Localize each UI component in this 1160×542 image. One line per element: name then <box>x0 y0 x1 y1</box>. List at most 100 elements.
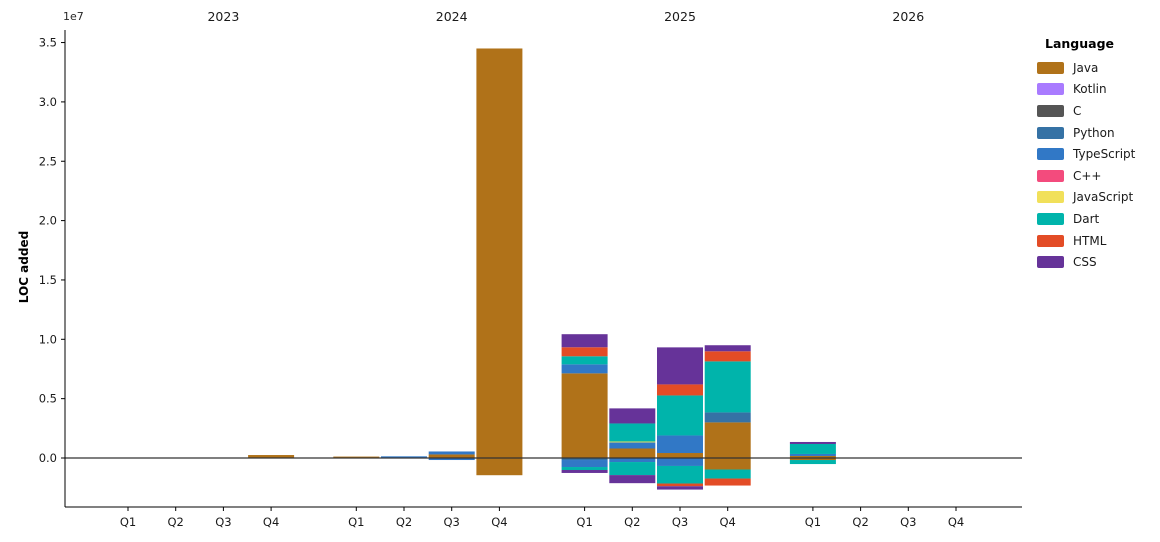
legend-label: Dart <box>1073 211 1100 226</box>
bar-segment-2025-Q4-java <box>704 458 751 470</box>
legend-item-python: Python <box>1037 122 1157 144</box>
x-tick-label-2026-q1: Q1 <box>805 515 821 529</box>
x-tick-label-2024-q4: Q4 <box>491 515 507 529</box>
legend-swatch-icon <box>1037 234 1064 247</box>
legend-swatch-icon <box>1037 61 1064 74</box>
bar-segment-2025-Q1-java <box>561 373 608 458</box>
bar-segment-2025-Q3-dart <box>657 395 703 436</box>
legend-swatch-icon <box>1037 126 1064 139</box>
legend-label: C++ <box>1073 168 1102 183</box>
bar-segment-2025-Q2-typescript <box>609 442 656 449</box>
bar-segment-2026-Q1-dart <box>789 460 836 465</box>
legend-title: Language <box>1045 36 1115 51</box>
bar-segment-2025-Q2-javascript <box>609 441 656 443</box>
legend-item-typescript: TypeScript <box>1037 143 1157 165</box>
bar-segment-2025-Q3-typescript <box>657 435 703 454</box>
bar-segment-2025-Q3-html <box>657 384 703 396</box>
x-tick-label-2024-q1: Q1 <box>348 515 364 529</box>
bar-segment-2026-Q1-java <box>789 455 836 458</box>
legend-swatch-icon <box>1037 83 1064 96</box>
bar-segment-2024-Q3-java <box>428 454 475 458</box>
bar-segment-2025-Q2-dart <box>609 462 656 476</box>
x-tick-label-2025-q3: Q3 <box>672 515 688 529</box>
bar-segment-2025-Q4-python <box>704 412 751 423</box>
bar-segment-2025-Q1-dart <box>561 356 608 365</box>
x-tick-label-2026-q2: Q2 <box>852 515 868 529</box>
bar-segment-2024-Q3-typescript <box>428 451 475 455</box>
y-tick-label: 1.5 <box>39 273 57 287</box>
legend-item-css: CSS <box>1037 251 1157 273</box>
bar-segment-2024-Q1-java <box>333 456 380 458</box>
legend-item-dart: Dart <box>1037 208 1157 230</box>
bar-segment-2025-Q2-css <box>609 475 656 484</box>
legend-swatch-icon <box>1037 148 1064 161</box>
legend-item-c: C <box>1037 100 1157 122</box>
bar-segment-2025-Q1-dart <box>561 467 608 470</box>
bar-segment-2026-Q1-css <box>789 441 836 444</box>
bar-segment-2026-Q1-typescript <box>789 453 836 456</box>
year-group-label-2024: 2024 <box>436 9 468 24</box>
bar-segment-2024-Q4-java <box>476 48 523 459</box>
x-tick-label-2024-q2: Q2 <box>396 515 412 529</box>
bar-segment-2025-Q1-css <box>561 469 608 473</box>
y-axis-title: LOC added <box>17 230 31 304</box>
bar-segment-2025-Q1-html <box>561 347 608 357</box>
bar-segment-2026-Q1-dart <box>789 443 836 454</box>
x-tick-label-2023-q2: Q2 <box>168 515 184 529</box>
legend-swatch-icon <box>1037 212 1064 225</box>
bar-segment-2025-Q2-dart <box>609 423 656 442</box>
bar-segment-2025-Q4-java <box>704 422 751 458</box>
x-tick-label-2023-q3: Q3 <box>215 515 231 529</box>
y-axis-offset-text: 1e7 <box>63 10 84 23</box>
x-tick-label-2026-q4: Q4 <box>948 515 964 529</box>
bar-segment-2025-Q1-typescript <box>561 460 608 468</box>
x-tick-label-2026-q3: Q3 <box>900 515 916 529</box>
legend-label: Java <box>1073 60 1099 75</box>
bar-segment-2025-Q3-dart <box>657 465 703 484</box>
year-group-label-2023: 2023 <box>207 9 239 24</box>
y-tick-label: 3.0 <box>39 95 57 109</box>
bar-segment-2025-Q3-java <box>657 453 703 458</box>
y-tick-label: 2.0 <box>39 214 57 228</box>
year-group-label-2026: 2026 <box>892 9 924 24</box>
bar-segment-2025-Q4-css <box>704 345 751 352</box>
bar-segment-2024-Q2-typescript <box>381 456 427 458</box>
bar-segment-2026-Q1-java <box>789 458 836 461</box>
legend-label: Kotlin <box>1073 82 1107 97</box>
bar-segment-2025-Q3-css <box>657 486 703 490</box>
bar-segment-2025-Q3-css <box>657 347 703 385</box>
x-tick-label-2024-q3: Q3 <box>444 515 460 529</box>
legend-label: HTML <box>1073 233 1107 248</box>
bar-segment-2025-Q4-html <box>704 478 751 486</box>
legend-item-javascript: JavaScript <box>1037 187 1157 209</box>
x-tick-label-2023-q1: Q1 <box>120 515 136 529</box>
x-tick-label-2025-q2: Q2 <box>624 515 640 529</box>
bar-segment-2025-Q2-css <box>609 408 656 424</box>
legend: Language Java Kotlin C Python TypeScript C++ J… <box>1037 36 1157 273</box>
bar-segment-2025-Q3-html <box>657 483 703 487</box>
x-tick-label-2023-q4: Q4 <box>263 515 279 529</box>
legend-item-c-: C++ <box>1037 165 1157 187</box>
legend-item-html: HTML <box>1037 230 1157 252</box>
y-tick-label: 0.0 <box>39 451 57 465</box>
legend-label: CSS <box>1073 255 1097 270</box>
y-tick-label: 1.0 <box>39 332 57 346</box>
bar-segment-2023-Q4-java <box>248 455 295 458</box>
bar-segment-2025-Q4-html <box>704 351 751 362</box>
legend-swatch-icon <box>1037 169 1064 182</box>
bar-segment-2025-Q1-typescript <box>561 364 608 374</box>
legend-item-kotlin: Kotlin <box>1037 79 1157 101</box>
bar-segment-2025-Q1-python <box>561 458 608 461</box>
legend-swatch-icon <box>1037 256 1064 269</box>
y-tick-label: 3.5 <box>39 36 57 50</box>
y-tick-label: 2.5 <box>39 154 57 168</box>
legend-label: Python <box>1073 125 1115 140</box>
legend-item-java: Java <box>1037 57 1157 79</box>
bar-segment-2025-Q2-java <box>609 448 656 458</box>
bar-segment-2025-Q2-typescript <box>609 458 656 463</box>
legend-label: C <box>1073 103 1082 118</box>
x-tick-label-2025-q1: Q1 <box>576 515 592 529</box>
bar-segment-2025-Q4-dart <box>704 469 751 479</box>
